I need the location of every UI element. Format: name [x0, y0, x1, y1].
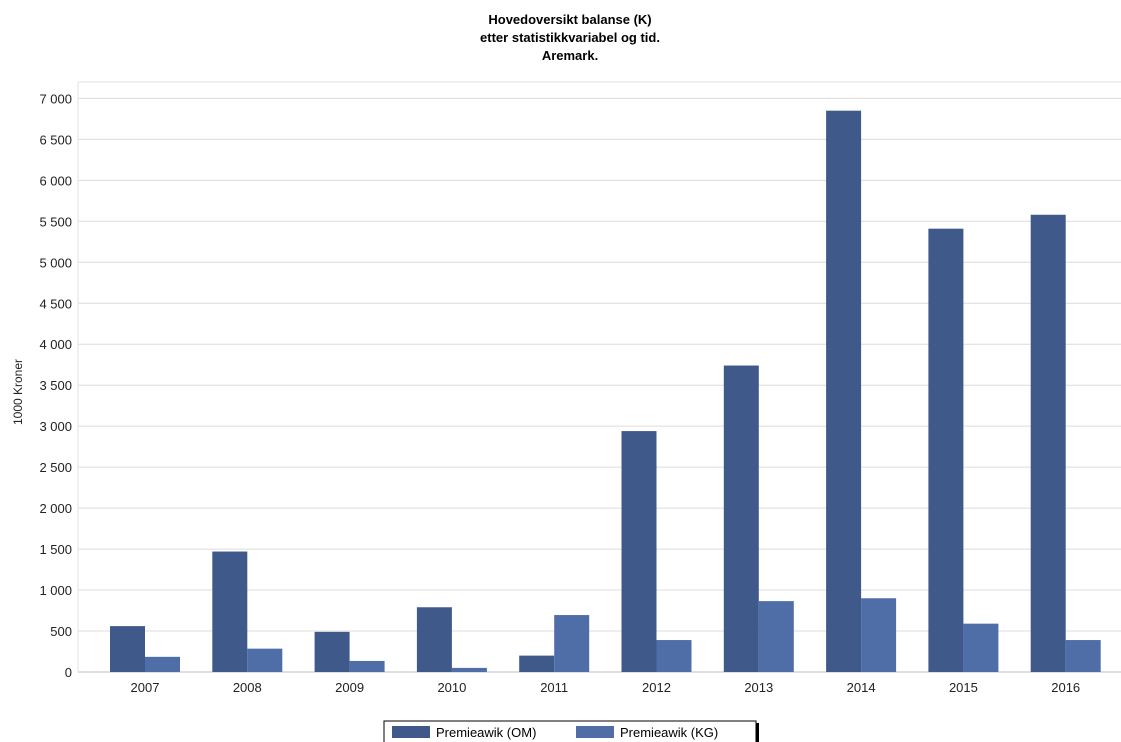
chart-title-line-1: Hovedoversikt balanse (K)	[488, 12, 651, 27]
chart-title: Hovedoversikt balanse (K) etter statisti…	[480, 12, 660, 63]
y-tick-label: 6 500	[39, 132, 72, 147]
y-tick-label: 500	[50, 624, 72, 639]
y-tick-label: 1 500	[39, 542, 72, 557]
y-tick-label: 1 000	[39, 583, 72, 598]
bar-om-2011	[519, 655, 555, 672]
bar-om-2016	[1030, 214, 1066, 672]
y-tick-label: 3 500	[39, 378, 72, 393]
y-tick-label: 4 000	[39, 337, 72, 352]
bar-kg-2007	[145, 656, 180, 672]
x-tick-label: 2008	[233, 680, 262, 695]
y-tick-label: 7 000	[39, 91, 72, 106]
legend: Premieawik (OM) Premieawik (KG)	[383, 720, 759, 742]
bar-kg-2016	[1065, 640, 1101, 672]
chart-title-line-3: Aremark.	[542, 48, 598, 63]
bar-kg-2011	[554, 615, 590, 672]
bar-om-2014	[826, 110, 862, 673]
y-tick-label: 5 000	[39, 255, 72, 270]
y-tick-label: 3 000	[39, 419, 72, 434]
legend-label-kg: Premieawik (KG)	[620, 725, 718, 740]
bar-om-2015	[928, 228, 964, 673]
bar-kg-2012	[656, 640, 692, 672]
y-tick-label: 5 500	[39, 214, 72, 229]
y-tick-label: 2 500	[39, 460, 72, 475]
x-axis-ticks: 2007 2008 2009 2010 2011 2012 2013 2014 2015 2016	[131, 680, 1081, 695]
x-tick-label: 2009	[335, 680, 364, 695]
bar-kg-2014	[861, 598, 897, 672]
bar-kg-2013	[758, 601, 794, 672]
bar-om-2013	[723, 365, 759, 672]
bar-om-2008	[212, 551, 248, 672]
bar-om-2009	[314, 631, 350, 672]
chart-title-line-2: etter statistikkvariabel og tid.	[480, 30, 660, 45]
x-tick-label: 2010	[437, 680, 466, 695]
bar-kg-2009	[349, 660, 385, 672]
legend-swatch-kg	[576, 726, 614, 738]
gridlines	[77, 81, 1121, 673]
bar-om-2012	[621, 431, 657, 672]
x-tick-label: 2016	[1051, 680, 1080, 695]
bar-kg-2015	[963, 623, 999, 672]
x-tick-label: 2013	[744, 680, 773, 695]
x-tick-label: 2015	[949, 680, 978, 695]
y-tick-label: 2 000	[39, 501, 72, 516]
legend-label-om: Premieawik (OM)	[436, 725, 536, 740]
legend-swatch-om	[392, 726, 430, 738]
y-tick-label: 0	[65, 665, 72, 680]
bar-om-2010	[416, 607, 452, 672]
x-tick-label: 2011	[540, 680, 568, 695]
x-tick-label: 2012	[642, 680, 671, 695]
x-tick-label: 2014	[847, 680, 876, 695]
bar-kg-2008	[247, 648, 283, 672]
y-axis-ticks: 0 500 1 000 1 500 2 000 2 500 3 000 3 500 4 000 4…	[39, 91, 72, 680]
bar-om-2007	[110, 626, 145, 672]
y-tick-label: 6 000	[39, 173, 72, 188]
bars	[110, 110, 1101, 673]
bar-kg-2010	[451, 667, 487, 672]
y-axis-label: 1000 Kroner	[11, 359, 25, 425]
x-tick-label: 2007	[131, 680, 160, 695]
y-tick-label: 4 500	[39, 296, 72, 311]
legend-shadow	[756, 723, 759, 742]
